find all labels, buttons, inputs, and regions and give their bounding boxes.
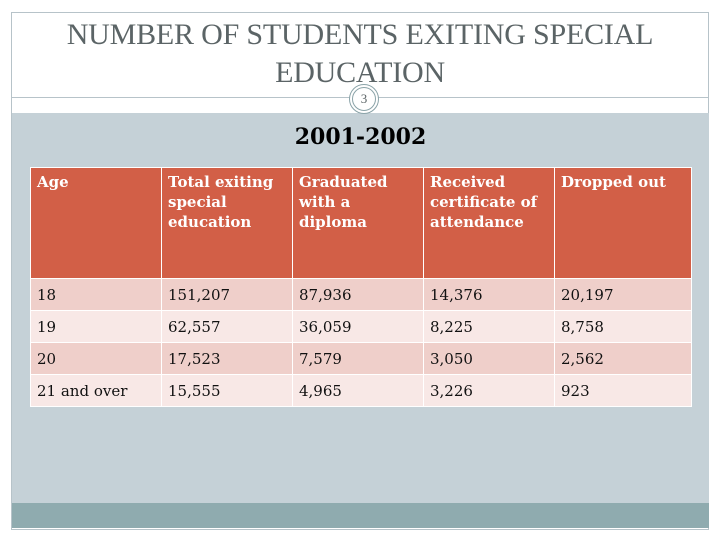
cell-graduated: 87,936	[292, 278, 424, 311]
table-subtitle: 2001-2002	[294, 124, 427, 150]
cell-graduated: 4,965	[292, 374, 424, 407]
cell-dropped-out: 2,562	[554, 342, 692, 375]
header-graduated: Graduated with a diploma	[292, 167, 424, 279]
page-number: 3	[360, 91, 368, 106]
cell-total-exiting: 15,555	[161, 374, 293, 407]
cell-certificate: 3,226	[423, 374, 555, 407]
cell-age: 19	[30, 310, 162, 343]
header-total-exiting: Total exiting special education	[161, 167, 293, 279]
header-dropped-out: Dropped out	[554, 167, 692, 279]
cell-age: 21 and over	[30, 374, 162, 407]
cell-certificate: 8,225	[423, 310, 555, 343]
cell-certificate: 14,376	[423, 278, 555, 311]
cell-age: 18	[30, 278, 162, 311]
table-row: 19 62,557 36,059 8,225 8,758	[30, 310, 692, 343]
cell-dropped-out: 8,758	[554, 310, 692, 343]
cell-graduated: 7,579	[292, 342, 424, 375]
slide-title: NUMBER OF STUDENTS EXITING SPECIAL EDUCA…	[66, 18, 654, 89]
table-row: 18 151,207 87,936 14,376 20,197	[30, 278, 692, 311]
table-header-row: Age Total exiting special education Grad…	[30, 167, 692, 279]
cell-age: 20	[30, 342, 162, 375]
table-row: 20 17,523 7,579 3,050 2,562	[30, 342, 692, 375]
cell-certificate: 3,050	[423, 342, 555, 375]
bottom-bar	[12, 503, 709, 528]
cell-total-exiting: 62,557	[161, 310, 293, 343]
exit-data-table: Age Total exiting special education Grad…	[30, 167, 692, 407]
table-row: 21 and over 15,555 4,965 3,226 923	[30, 374, 692, 407]
header-certificate: Received certificate of attendance	[423, 167, 555, 279]
cell-dropped-out: 20,197	[554, 278, 692, 311]
cell-dropped-out: 923	[554, 374, 692, 407]
cell-total-exiting: 151,207	[161, 278, 293, 311]
header-age: Age	[30, 167, 162, 279]
cell-total-exiting: 17,523	[161, 342, 293, 375]
cell-graduated: 36,059	[292, 310, 424, 343]
page-number-badge: 3	[349, 84, 379, 114]
